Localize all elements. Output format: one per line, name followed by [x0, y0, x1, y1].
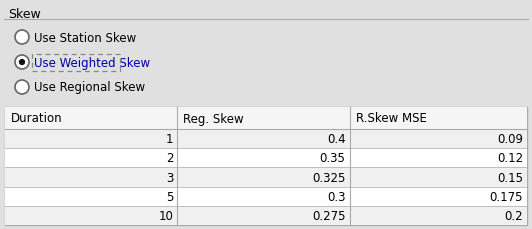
Ellipse shape — [15, 56, 29, 70]
Text: Use Regional Skew: Use Regional Skew — [34, 81, 145, 94]
Text: 0.275: 0.275 — [312, 209, 345, 222]
Bar — [5, 187, 527, 206]
Text: 2: 2 — [166, 152, 173, 165]
Ellipse shape — [19, 60, 25, 66]
Bar — [5, 129, 527, 149]
Bar — [5, 206, 527, 225]
Text: 0.15: 0.15 — [497, 171, 523, 184]
Ellipse shape — [15, 31, 29, 45]
Bar — [5, 108, 527, 129]
Text: 5: 5 — [166, 190, 173, 203]
Text: 0.35: 0.35 — [320, 152, 345, 165]
Text: 0.12: 0.12 — [497, 152, 523, 165]
Text: 0.3: 0.3 — [327, 190, 345, 203]
Text: Skew: Skew — [8, 8, 41, 21]
Text: 10: 10 — [159, 209, 173, 222]
Bar — [5, 168, 527, 187]
Bar — [5, 149, 527, 168]
Text: 0.175: 0.175 — [489, 190, 523, 203]
Text: 3: 3 — [166, 171, 173, 184]
Text: 1: 1 — [166, 133, 173, 145]
Text: Use Station Skew: Use Station Skew — [34, 31, 136, 44]
Text: Duration: Duration — [11, 112, 63, 125]
Ellipse shape — [15, 81, 29, 95]
Text: Use Weighted Skew: Use Weighted Skew — [34, 56, 150, 69]
Text: 0.325: 0.325 — [312, 171, 345, 184]
Text: 0.09: 0.09 — [497, 133, 523, 145]
Bar — [5, 108, 527, 225]
Text: 0.2: 0.2 — [504, 209, 523, 222]
Text: 0.4: 0.4 — [327, 133, 345, 145]
Text: R.Skew MSE: R.Skew MSE — [355, 112, 426, 125]
Text: Reg. Skew: Reg. Skew — [183, 112, 244, 125]
